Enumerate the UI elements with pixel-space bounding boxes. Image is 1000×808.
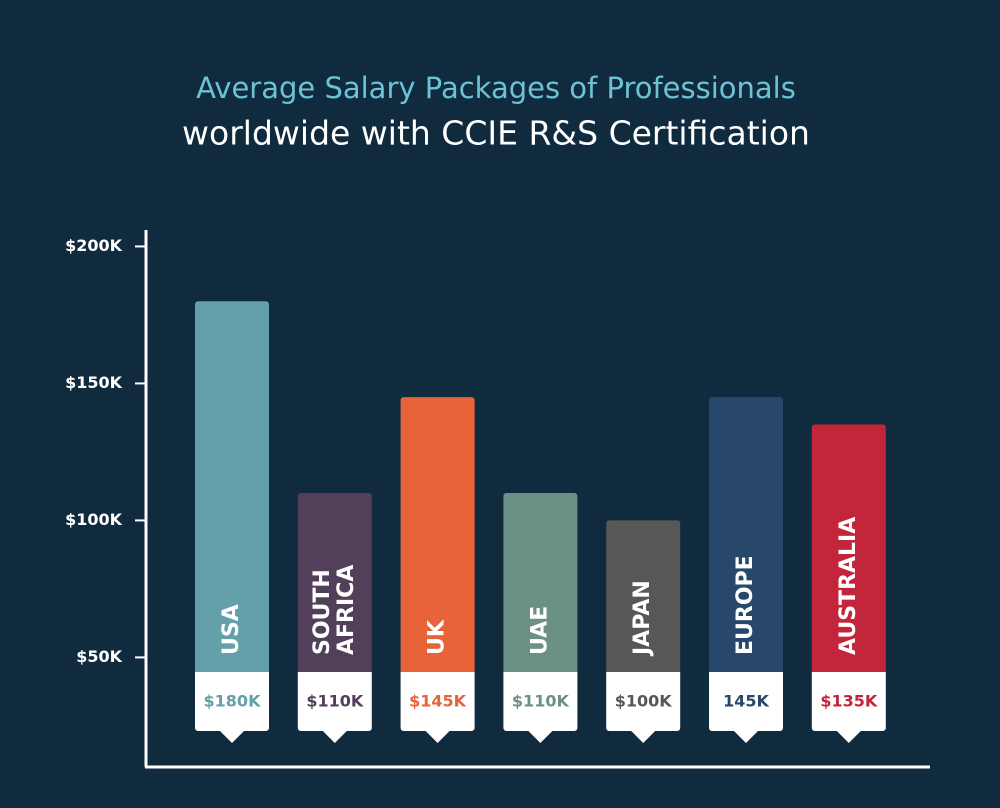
label-box <box>297 672 372 743</box>
value-label: $110K <box>512 692 570 711</box>
label-box <box>606 672 681 743</box>
y-tick-label: $150K <box>65 373 123 392</box>
y-tick-label: $50K <box>76 647 122 666</box>
category-label: AUSTRALIA <box>836 517 861 655</box>
category-label: USA <box>219 604 244 655</box>
y-tick-label: $200K <box>65 236 123 255</box>
label-box <box>811 672 886 743</box>
category-label: UK <box>425 619 450 655</box>
chart-title: Average Salary Packages of Professionals <box>196 71 796 105</box>
value-label: $100K <box>615 692 673 711</box>
value-label: $180K <box>204 692 262 711</box>
bar <box>811 424 886 676</box>
label-box <box>400 672 475 743</box>
bar <box>709 397 783 676</box>
category-label: UAE <box>527 606 552 655</box>
label-box <box>195 672 269 743</box>
y-tick-label: $100K <box>65 510 123 529</box>
category-label: EUROPE <box>733 555 758 655</box>
bar <box>503 493 578 676</box>
value-label: $145K <box>409 692 467 711</box>
bar <box>297 493 372 676</box>
category-label: JAPAN <box>630 580 655 657</box>
value-label: $135K <box>820 692 878 711</box>
bar <box>195 301 269 676</box>
bar <box>606 520 681 676</box>
category-label: SOUTHAFRICA <box>310 565 359 655</box>
value-label: $110K <box>306 692 364 711</box>
chart-subtitle: worldwide with CCIE R&S Certification <box>182 114 810 153</box>
label-box <box>503 672 578 743</box>
bar <box>400 397 475 676</box>
label-box <box>709 672 783 743</box>
value-label: 145K <box>723 692 769 711</box>
